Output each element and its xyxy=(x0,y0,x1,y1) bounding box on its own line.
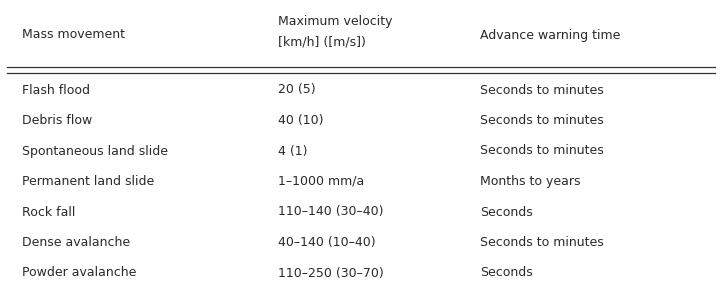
Text: Maximum velocity: Maximum velocity xyxy=(278,16,393,28)
Text: Powder avalanche: Powder avalanche xyxy=(22,267,136,280)
Text: 4 (1): 4 (1) xyxy=(278,144,308,158)
Text: 1–1000 mm/a: 1–1000 mm/a xyxy=(278,175,364,188)
Text: Permanent land slide: Permanent land slide xyxy=(22,175,154,188)
Text: Dense avalanche: Dense avalanche xyxy=(22,236,130,249)
Text: Mass movement: Mass movement xyxy=(22,28,125,42)
Text: 40–140 (10–40): 40–140 (10–40) xyxy=(278,236,375,249)
Text: Advance warning time: Advance warning time xyxy=(480,28,620,42)
Text: Seconds to minutes: Seconds to minutes xyxy=(480,84,604,96)
Text: Seconds to minutes: Seconds to minutes xyxy=(480,144,604,158)
Text: [km/h] ([m/s]): [km/h] ([m/s]) xyxy=(278,35,366,49)
Text: Seconds: Seconds xyxy=(480,267,533,280)
Text: Flash flood: Flash flood xyxy=(22,84,90,96)
Text: Rock fall: Rock fall xyxy=(22,205,75,219)
Text: 110–250 (30–70): 110–250 (30–70) xyxy=(278,267,383,280)
Text: 40 (10): 40 (10) xyxy=(278,114,323,127)
Text: Spontaneous land slide: Spontaneous land slide xyxy=(22,144,168,158)
Text: Seconds to minutes: Seconds to minutes xyxy=(480,114,604,127)
Text: Seconds to minutes: Seconds to minutes xyxy=(480,236,604,249)
Text: 20 (5): 20 (5) xyxy=(278,84,316,96)
Text: Debris flow: Debris flow xyxy=(22,114,92,127)
Text: Seconds: Seconds xyxy=(480,205,533,219)
Text: 110–140 (30–40): 110–140 (30–40) xyxy=(278,205,383,219)
Text: Months to years: Months to years xyxy=(480,175,580,188)
